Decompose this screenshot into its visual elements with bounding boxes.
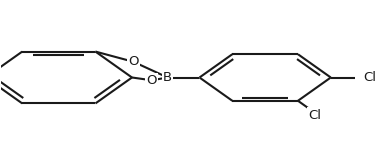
Text: O: O [146, 74, 157, 87]
Text: O: O [128, 55, 139, 68]
Text: Cl: Cl [308, 108, 321, 122]
Text: B: B [163, 71, 172, 84]
Text: Cl: Cl [363, 71, 376, 84]
